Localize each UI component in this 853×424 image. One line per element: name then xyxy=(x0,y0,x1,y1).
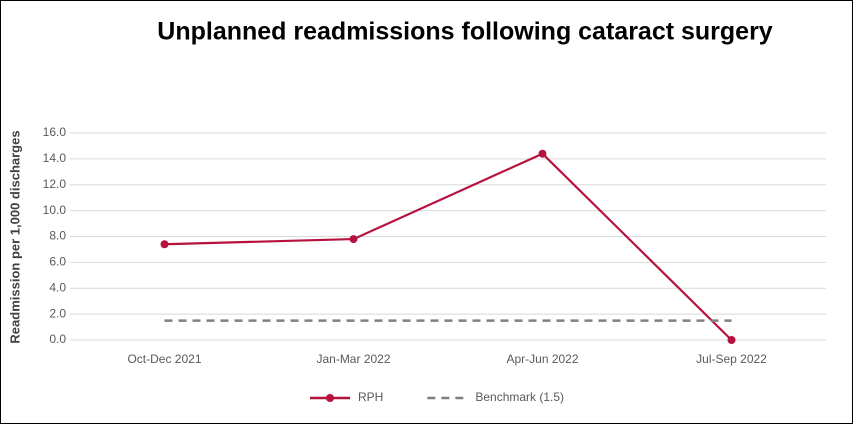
y-axis-label: Readmission per 1,000 discharges xyxy=(7,130,22,343)
y-tick-label: 6.0 xyxy=(49,255,66,269)
chart-title: Unplanned readmissions following catarac… xyxy=(157,18,773,46)
point xyxy=(160,240,169,249)
x-tick-label: Jul-Sep 2022 xyxy=(696,352,767,366)
y-tick-label: 16.0 xyxy=(43,125,67,139)
point xyxy=(538,149,547,158)
legend-marker xyxy=(326,394,334,402)
y-tick-label: 0.0 xyxy=(49,332,66,346)
series-line xyxy=(164,152,733,341)
legend-label: Benchmark (1.5) xyxy=(475,390,564,404)
y-tick-label: 8.0 xyxy=(49,229,66,243)
legend-label: RPH xyxy=(358,390,383,404)
y-tick-label: 14.0 xyxy=(43,151,67,165)
point xyxy=(349,235,358,244)
y-tick-label: 10.0 xyxy=(43,203,67,217)
x-tick-label: Oct-Dec 2021 xyxy=(127,352,201,366)
y-tick-label: 4.0 xyxy=(49,280,66,294)
point xyxy=(727,336,736,344)
x-tick-label: Jan-Mar 2022 xyxy=(316,352,390,366)
y-tick-label: 2.0 xyxy=(49,306,66,320)
y-tick-label: 12.0 xyxy=(43,177,67,191)
x-tick-label: Apr-Jun 2022 xyxy=(506,352,578,366)
